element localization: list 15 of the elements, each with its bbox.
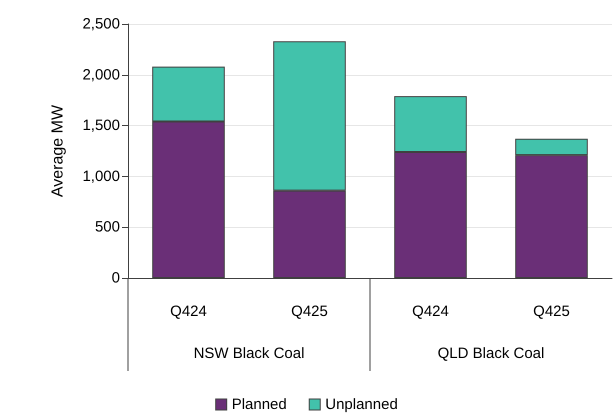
y-tick-label: 1,500 <box>82 117 120 134</box>
y-axis-title: Average MW <box>50 104 66 198</box>
y-tick-label: 500 <box>94 218 120 236</box>
text: NSW Black Coal <box>194 345 304 362</box>
y-tick-label: 2,000 <box>82 66 120 84</box>
y-tick-label: 1,000 <box>82 168 120 185</box>
legend-label: Planned <box>232 396 287 413</box>
x-tick-label: Q425 <box>291 303 328 320</box>
y-tick-label: 2,500 <box>82 16 120 32</box>
x-tick-label: Q424 <box>412 303 449 320</box>
text: QLD Black Coal <box>438 345 544 362</box>
y-tick-label: 0 <box>112 270 120 286</box>
x-tick-label: Q425 <box>533 303 570 320</box>
legend-label: Unplanned <box>325 396 398 413</box>
x-tick-label: Q424 <box>170 303 207 320</box>
